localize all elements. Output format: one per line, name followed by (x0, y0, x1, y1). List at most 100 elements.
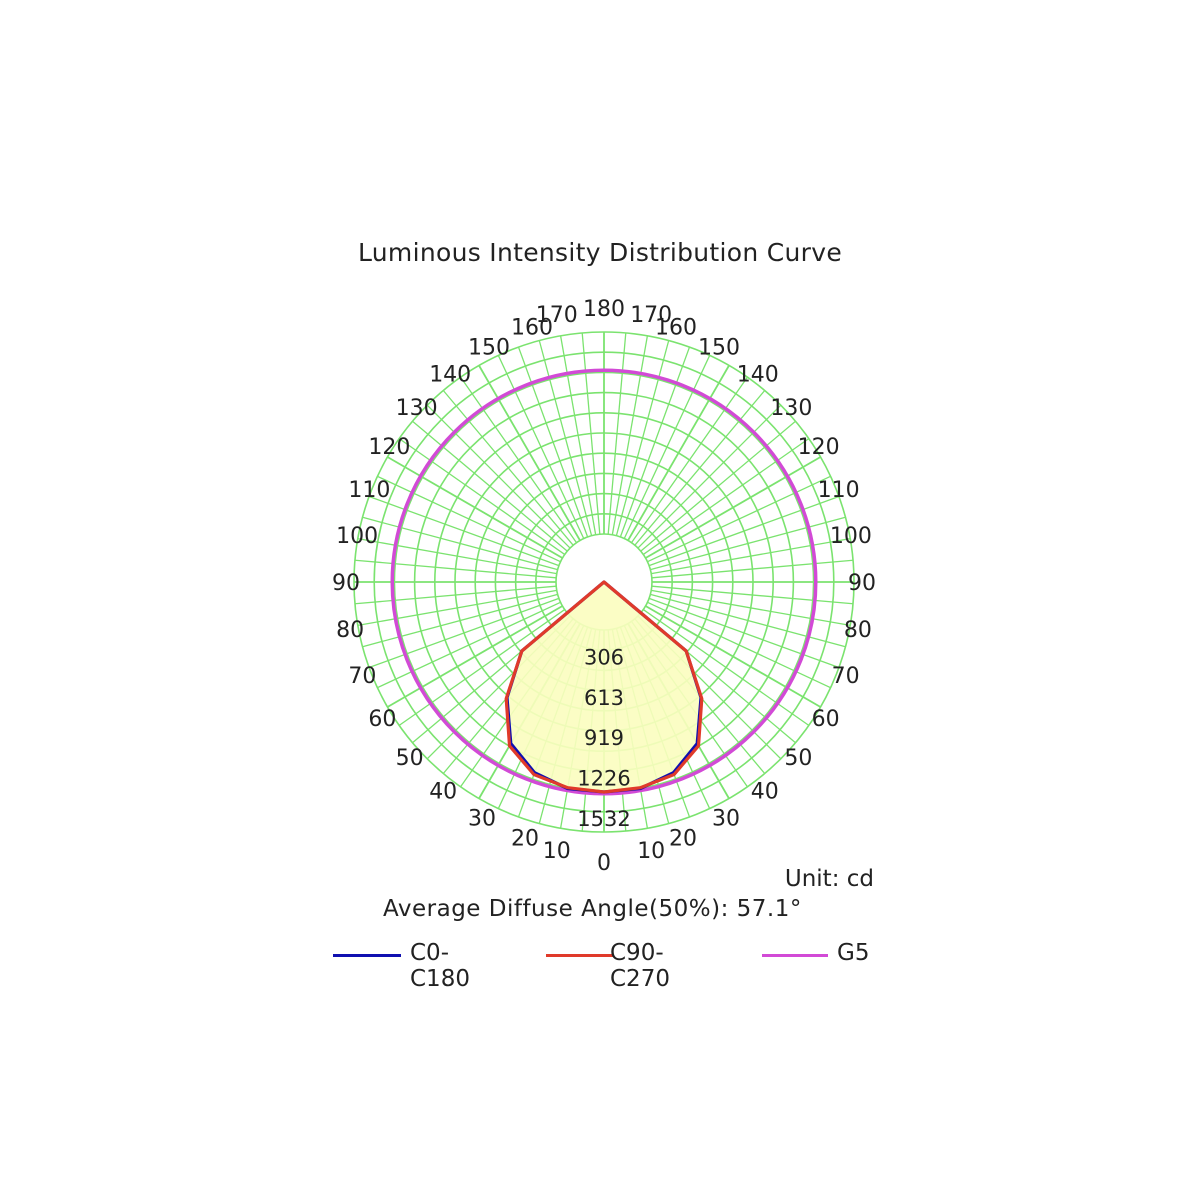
series-c90-c270-curve (504, 580, 704, 794)
angle-label: 40 (751, 779, 779, 804)
angle-label: 110 (818, 478, 860, 503)
angle-label: 100 (336, 524, 378, 549)
legend-swatch (333, 954, 401, 957)
grid-spoke (627, 365, 730, 541)
radial-label: 1226 (577, 767, 630, 791)
grid-spoke (387, 456, 563, 559)
angle-label: 60 (368, 707, 396, 732)
angle-label: 20 (669, 827, 697, 852)
angle-label: 130 (770, 396, 812, 421)
grid-spoke (645, 456, 821, 559)
grid-spoke (647, 601, 831, 689)
legend-label: G5 (837, 940, 870, 966)
grid-spoke (368, 597, 560, 669)
grid-spoke (648, 495, 840, 567)
grid-spoke (642, 438, 810, 556)
grid-spoke (497, 355, 585, 539)
grid-spoke (398, 608, 566, 726)
grid-spoke (368, 495, 560, 567)
angle-label: 90 (848, 571, 876, 596)
grid-spoke (398, 438, 566, 556)
grid-spoke (645, 605, 821, 708)
angle-label: 120 (798, 435, 840, 460)
radial-label: 1532 (577, 807, 630, 831)
angle-label: 10 (637, 839, 665, 864)
angle-label: 80 (844, 618, 872, 643)
grid-spoke (559, 335, 597, 535)
grid-spoke (623, 355, 711, 539)
angle-label: 70 (348, 664, 376, 689)
angle-label: 90 (332, 571, 360, 596)
grid-spoke (651, 559, 854, 579)
grid-spoke (426, 404, 571, 549)
angle-label: 180 (583, 297, 625, 322)
angle-label: 20 (511, 827, 539, 852)
grid-spoke (651, 589, 851, 627)
grid-spoke (640, 420, 796, 552)
legend-swatch (546, 954, 614, 957)
angle-label: 110 (348, 478, 390, 503)
angle-label: 40 (429, 779, 457, 804)
diffuse-angle-label: Average Diffuse Angle(50%): 57.1° (383, 896, 802, 922)
grid-spoke (354, 585, 557, 605)
angle-label: 50 (396, 746, 424, 771)
grid-spoke (377, 475, 561, 563)
angle-label: 60 (812, 707, 840, 732)
angle-label: 170 (630, 303, 672, 328)
legend-label: C0-C180 (410, 940, 470, 992)
radial-labels: 306 613 919 1226 1532 (577, 645, 630, 831)
grid-spoke (634, 390, 766, 546)
angle-label: 120 (368, 435, 410, 460)
angle-label: 170 (536, 303, 578, 328)
legend-swatch (762, 954, 828, 957)
angle-label: 100 (830, 524, 872, 549)
chart-title: Luminous Intensity Distribution Curve (358, 238, 842, 267)
grid-spoke (650, 593, 846, 648)
angle-label: 150 (698, 335, 740, 360)
radial-label: 919 (584, 726, 624, 750)
angle-label: 140 (429, 363, 471, 388)
angle-label: 140 (737, 363, 779, 388)
grid-spoke (611, 335, 649, 535)
grid-spoke (650, 516, 846, 571)
grid-spoke (362, 516, 558, 571)
angle-labels: 0 10 2030405060708090100110120130140150160… (332, 297, 876, 876)
grid-spoke (642, 608, 810, 726)
grid-spoke (619, 346, 691, 538)
angle-label: 50 (784, 746, 812, 771)
angle-label: 0 (597, 851, 611, 876)
grid-spoke (357, 537, 557, 575)
grid-spoke (615, 340, 670, 536)
radial-label: 306 (584, 645, 624, 669)
grid-spoke (354, 559, 557, 579)
angle-label: 70 (832, 664, 860, 689)
angle-label: 150 (468, 335, 510, 360)
angle-label: 10 (543, 839, 571, 864)
intensity-fill (507, 582, 701, 792)
grid-spoke (607, 332, 627, 535)
grid-spoke (412, 420, 568, 552)
grid-spoke (377, 601, 561, 689)
grid-spoke (630, 376, 748, 544)
angle-label: 160 (655, 315, 697, 340)
angle-label: 160 (511, 315, 553, 340)
grid-spoke (651, 585, 854, 605)
grid-spoke (517, 346, 589, 538)
grid-spoke (581, 332, 601, 535)
grid-spoke (357, 589, 557, 627)
grid-spoke (538, 340, 593, 536)
lobe-fill (507, 582, 701, 792)
angle-label: 30 (468, 807, 496, 832)
grid-spoke (460, 376, 578, 544)
grid-spoke (362, 593, 558, 648)
grid-spoke (387, 605, 563, 708)
grid-spoke (647, 475, 831, 563)
radial-label: 613 (584, 686, 624, 710)
angle-label: 80 (336, 618, 364, 643)
grid-spoke (651, 537, 851, 575)
unit-label: Unit: cd (784, 866, 874, 892)
angle-label: 130 (396, 396, 438, 421)
grid-spoke (478, 365, 581, 541)
grid-spoke (442, 390, 574, 546)
